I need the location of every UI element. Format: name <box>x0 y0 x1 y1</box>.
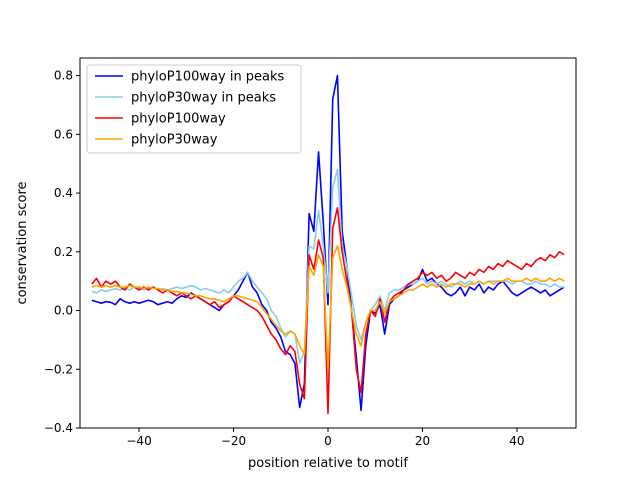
series-line-2 <box>91 206 565 415</box>
legend-entries: phyloP100way in peaks phyloP30way in peak… <box>95 70 285 148</box>
y-tick-label: −0.2 <box>44 362 73 376</box>
x-tick-label: 0 <box>324 434 332 448</box>
y-axis-label: conservation score <box>15 181 30 304</box>
x-tick-label: 40 <box>509 434 524 448</box>
y-tick-label: 0.2 <box>54 245 73 259</box>
series-lines <box>91 74 565 415</box>
x-tick-label: 20 <box>415 434 430 448</box>
legend-label-1: phyloP30way in peaks <box>131 91 276 106</box>
x-axis-ticks: −40 −20 0 20 40 <box>126 428 525 448</box>
y-tick-label: 0.4 <box>54 186 73 200</box>
legend-label-3: phyloP30way <box>131 133 218 148</box>
series-line-0 <box>91 74 565 412</box>
legend: phyloP100way in peaks phyloP30way in peak… <box>86 64 302 154</box>
y-axis-ticks: −0.4 −0.2 0.0 0.2 0.4 0.6 0.8 <box>44 69 80 435</box>
y-tick-label: 0.0 <box>54 304 73 318</box>
y-tick-label: −0.4 <box>44 421 73 435</box>
y-tick-label: 0.6 <box>54 127 73 141</box>
x-axis-label: position relative to motif <box>248 456 408 471</box>
x-tick-label: −40 <box>126 434 151 448</box>
legend-label-2: phyloP100way <box>131 112 226 127</box>
series-line-1 <box>91 168 565 365</box>
series-line-3 <box>91 245 565 371</box>
legend-box <box>86 64 302 154</box>
y-tick-label: 0.8 <box>54 69 73 83</box>
legend-label-0: phyloP100way in peaks <box>131 70 285 85</box>
x-tick-label: −20 <box>221 434 246 448</box>
